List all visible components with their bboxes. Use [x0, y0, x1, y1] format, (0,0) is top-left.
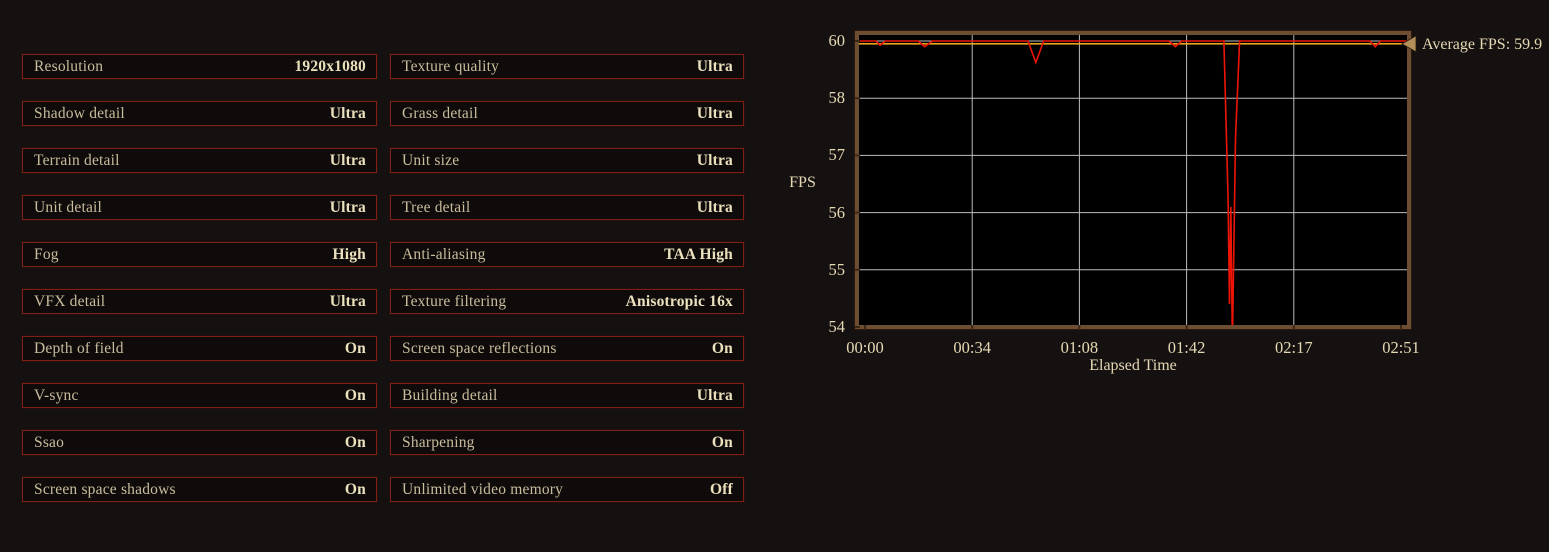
- setting-value[interactable]: Ultra: [696, 104, 733, 122]
- setting-label: Unit detail: [34, 198, 103, 216]
- setting-row[interactable]: Sharpening On: [390, 430, 744, 455]
- graphics-settings-panel: Resolution 1920x1080 Shadow detail Ultra…: [22, 54, 744, 524]
- setting-row[interactable]: Ssao On: [22, 430, 377, 455]
- setting-row[interactable]: Unit detail Ultra: [22, 195, 377, 220]
- setting-row[interactable]: Depth of field On: [22, 336, 377, 361]
- setting-value[interactable]: On: [344, 480, 366, 498]
- y-tick-label: 56: [828, 202, 846, 222]
- setting-row[interactable]: V-sync On: [22, 383, 377, 408]
- setting-row[interactable]: Grass detail Ultra: [390, 101, 744, 126]
- setting-value[interactable]: On: [344, 339, 366, 357]
- setting-label: V-sync: [34, 386, 79, 404]
- average-fps-label: Average FPS: 59.9: [1422, 36, 1543, 53]
- setting-label: Grass detail: [402, 104, 479, 122]
- y-axis-label: FPS: [789, 174, 816, 191]
- setting-value[interactable]: High: [332, 245, 366, 263]
- plot-area: [857, 33, 1409, 327]
- setting-value[interactable]: Off: [710, 480, 733, 498]
- setting-label: Depth of field: [34, 339, 124, 357]
- setting-label: Texture filtering: [402, 292, 507, 310]
- setting-value[interactable]: Anisotropic 16x: [625, 292, 733, 310]
- setting-label: Resolution: [34, 57, 104, 75]
- average-marker-icon: [1401, 35, 1417, 53]
- x-tick-label: 00:00: [846, 338, 884, 357]
- x-tick-label: 02:17: [1275, 338, 1313, 357]
- setting-row[interactable]: Screen space reflections On: [390, 336, 744, 361]
- setting-row[interactable]: Anti-aliasing TAA High: [390, 242, 744, 267]
- setting-value[interactable]: On: [711, 339, 733, 357]
- x-tick-label: 01:08: [1060, 338, 1099, 357]
- setting-label: Texture quality: [402, 57, 500, 75]
- setting-row[interactable]: Texture filtering Anisotropic 16x: [390, 289, 744, 314]
- x-tick-label: 01:42: [1167, 338, 1206, 357]
- setting-value[interactable]: Ultra: [696, 386, 733, 404]
- fps-chart-plot: [854, 30, 1417, 330]
- setting-label: Anti-aliasing: [402, 245, 486, 263]
- setting-row[interactable]: Unit size Ultra: [390, 148, 744, 173]
- setting-row[interactable]: VFX detail Ultra: [22, 289, 377, 314]
- setting-row[interactable]: Texture quality Ultra: [390, 54, 744, 79]
- setting-value[interactable]: Ultra: [329, 292, 366, 310]
- y-tick-label: 60: [828, 31, 846, 50]
- setting-value[interactable]: On: [711, 433, 733, 451]
- setting-label: Sharpening: [402, 433, 475, 451]
- settings-column-right: Texture quality Ultra Grass detail Ultra…: [390, 54, 744, 524]
- setting-value[interactable]: Ultra: [329, 151, 366, 169]
- setting-value[interactable]: On: [344, 433, 366, 451]
- setting-label: Shadow detail: [34, 104, 125, 122]
- fps-line: [859, 40, 1407, 328]
- setting-row[interactable]: Screen space shadows On: [22, 477, 377, 502]
- settings-column-left: Resolution 1920x1080 Shadow detail Ultra…: [22, 54, 377, 524]
- setting-value[interactable]: Ultra: [696, 151, 733, 169]
- setting-value[interactable]: 1920x1080: [294, 57, 366, 75]
- setting-row[interactable]: Resolution 1920x1080: [22, 54, 377, 79]
- setting-label: Ssao: [34, 433, 65, 451]
- setting-label: Building detail: [402, 386, 498, 404]
- setting-label: Unlimited video memory: [402, 480, 564, 498]
- setting-row[interactable]: Building detail Ultra: [390, 383, 744, 408]
- y-tick-label: 54: [828, 317, 846, 336]
- setting-value[interactable]: Ultra: [329, 104, 366, 122]
- setting-row[interactable]: Fog High: [22, 242, 377, 267]
- setting-label: Unit size: [402, 151, 460, 169]
- setting-row[interactable]: Shadow detail Ultra: [22, 101, 377, 126]
- setting-row[interactable]: Terrain detail Ultra: [22, 148, 377, 173]
- x-tick-label: 00:34: [953, 338, 991, 357]
- setting-label: Fog: [34, 245, 59, 263]
- setting-row[interactable]: Tree detail Ultra: [390, 195, 744, 220]
- setting-label: VFX detail: [34, 292, 106, 310]
- setting-value[interactable]: Ultra: [329, 198, 366, 216]
- setting-label: Screen space reflections: [402, 339, 557, 357]
- plot-frame-outer: [854, 30, 1412, 330]
- setting-label: Tree detail: [402, 198, 471, 216]
- y-tick-label: 58: [828, 88, 846, 108]
- setting-value[interactable]: On: [344, 386, 366, 404]
- x-tick-label: 02:51: [1382, 338, 1420, 357]
- setting-value[interactable]: TAA High: [664, 245, 733, 263]
- setting-value[interactable]: Ultra: [696, 198, 733, 216]
- setting-label: Screen space shadows: [34, 480, 176, 498]
- x-axis-label: Elapsed Time: [1089, 357, 1177, 374]
- setting-row[interactable]: Unlimited video memory Off: [390, 477, 744, 502]
- y-tick-label: 57: [828, 145, 846, 165]
- setting-label: Terrain detail: [34, 151, 120, 169]
- y-tick-label: 55: [828, 259, 846, 279]
- setting-value[interactable]: Ultra: [696, 57, 733, 75]
- plot-frame: [855, 31, 1411, 329]
